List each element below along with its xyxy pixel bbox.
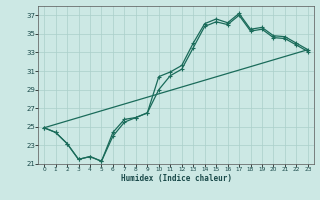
- X-axis label: Humidex (Indice chaleur): Humidex (Indice chaleur): [121, 174, 231, 183]
